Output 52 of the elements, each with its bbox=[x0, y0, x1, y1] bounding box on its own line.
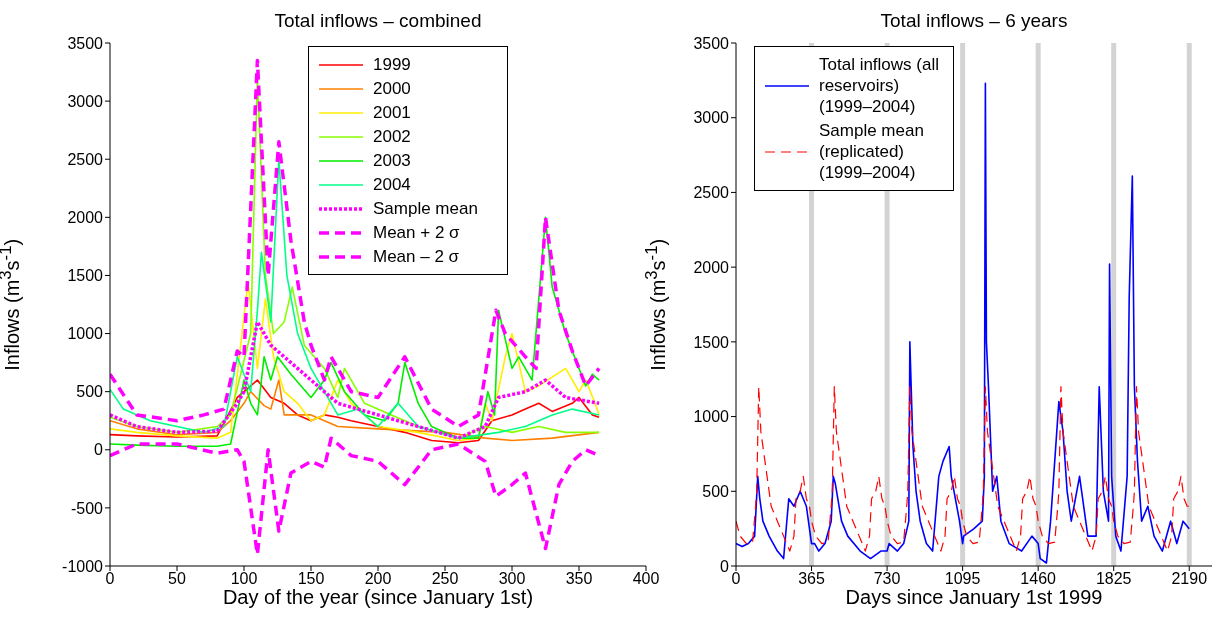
y-tick-label: 3000 bbox=[67, 92, 104, 110]
legend-label: 2004 bbox=[373, 174, 412, 195]
legend-label: Sample mean (replicated) (1999–2004) bbox=[819, 120, 925, 183]
x-tick-label: 200 bbox=[364, 570, 392, 588]
y-tick-label: 2500 bbox=[693, 184, 730, 202]
legend-label: Total inflows (all reservoirs) (1999–2004) bbox=[819, 54, 940, 117]
chart-title: Total inflows – combined bbox=[273, 10, 483, 32]
y-tick-label: 500 bbox=[76, 383, 104, 401]
legend-label: 2002 bbox=[373, 126, 412, 147]
x-tick-label: 0 bbox=[731, 570, 741, 588]
y-tick-label: 1000 bbox=[693, 408, 730, 426]
legend-label: 1999 bbox=[373, 54, 412, 75]
legend-label: 2000 bbox=[373, 78, 412, 99]
x-tick-label: 300 bbox=[498, 570, 526, 588]
y-tick-label: 2500 bbox=[67, 150, 104, 168]
x-tick-label: 150 bbox=[297, 570, 325, 588]
y-tick-label: 3500 bbox=[67, 34, 104, 52]
x-tick-label: 250 bbox=[431, 570, 459, 588]
y-tick-label: 1000 bbox=[67, 325, 104, 343]
x-tick-label: 2190 bbox=[1171, 570, 1208, 588]
x-tick-label: 365 bbox=[798, 570, 825, 588]
legend-label: 2003 bbox=[373, 150, 412, 171]
legend-label: Mean + 2 σ bbox=[373, 222, 461, 243]
line-series bbox=[110, 320, 601, 440]
x-tick-label: 50 bbox=[168, 570, 186, 588]
y-tick-label: 1500 bbox=[67, 267, 104, 285]
y-tick-label: 2000 bbox=[67, 209, 104, 227]
x-tick-label: 1460 bbox=[1020, 570, 1057, 588]
y-tick-label: 3000 bbox=[693, 109, 730, 127]
x-tick-label: 1825 bbox=[1095, 570, 1132, 588]
legend-label: Mean – 2 σ bbox=[373, 246, 461, 267]
x-axis-title: Days since January 1st 1999 bbox=[844, 586, 1104, 609]
legend-label: Sample mean bbox=[373, 198, 479, 219]
y-tick-label: 3500 bbox=[693, 34, 730, 52]
x-tick-label: 1095 bbox=[944, 570, 981, 588]
x-tick-label: 0 bbox=[105, 570, 115, 588]
y-tick-label: 0 bbox=[94, 441, 104, 459]
y-tick-label: 2000 bbox=[693, 258, 730, 276]
line-series bbox=[110, 216, 600, 448]
legend-label: 2001 bbox=[373, 102, 412, 123]
x-tick-label: 100 bbox=[230, 570, 258, 588]
y-tick-label: -500 bbox=[70, 499, 104, 517]
x-tick-label: 350 bbox=[565, 570, 593, 588]
x-axis-title: Day of the year (since January 1st) bbox=[221, 586, 535, 609]
chart-title: Total inflows – 6 years bbox=[879, 10, 1069, 32]
y-tick-label: 500 bbox=[702, 482, 730, 500]
x-tick-label: 730 bbox=[873, 570, 901, 588]
y-tick-label: 1500 bbox=[693, 333, 730, 351]
x-tick-label: 400 bbox=[632, 570, 660, 588]
y-tick-label: 0 bbox=[720, 557, 730, 575]
y-tick-label: -1000 bbox=[62, 557, 104, 575]
line-series bbox=[736, 386, 1190, 552]
